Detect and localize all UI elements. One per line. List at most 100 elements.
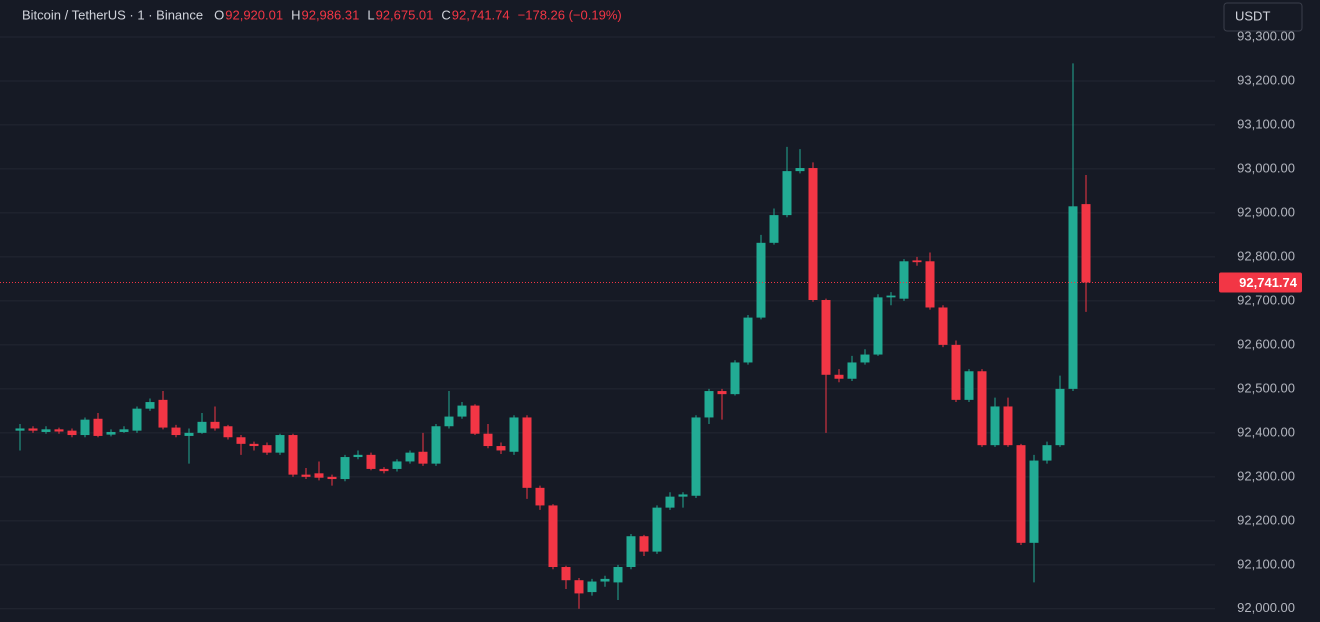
last-price-label: 92,741.74 xyxy=(1239,275,1298,290)
candles xyxy=(0,63,1218,609)
candle-body xyxy=(834,374,844,379)
candle-body xyxy=(54,429,64,432)
candle-body xyxy=(769,215,779,243)
y-tick-label: 93,100.00 xyxy=(1237,116,1295,131)
candle-body xyxy=(1029,460,1039,543)
candle-body xyxy=(470,405,480,434)
ohlc-value: 92,986.31 xyxy=(301,7,359,22)
candle-body xyxy=(418,451,428,464)
candle-body xyxy=(327,476,337,480)
candle-body xyxy=(1068,206,1078,389)
candle-body xyxy=(691,417,701,496)
candle-body xyxy=(80,419,90,436)
candle-body xyxy=(678,494,688,497)
candle-body xyxy=(626,536,636,568)
candle-body xyxy=(977,371,987,446)
candle-body xyxy=(184,432,194,436)
candle-body xyxy=(275,435,285,453)
candle-body xyxy=(1016,445,1026,543)
candle-body xyxy=(808,168,818,301)
y-tick-label: 92,100.00 xyxy=(1237,556,1295,571)
candle-body xyxy=(197,421,207,433)
y-tick-label: 93,200.00 xyxy=(1237,72,1295,87)
candle-body xyxy=(67,430,77,436)
candle-body xyxy=(1081,204,1091,283)
candle-body xyxy=(665,496,675,508)
symbol-label: Bitcoin / TetherUS · 1 · Binance xyxy=(22,7,203,22)
candle-body xyxy=(444,416,454,427)
y-tick-label: 93,000.00 xyxy=(1237,160,1295,175)
y-tick-label: 92,700.00 xyxy=(1237,292,1295,307)
candle-body xyxy=(730,362,740,395)
ohlc-value: 92,741.74 xyxy=(452,7,510,22)
candle-body xyxy=(223,426,233,438)
candle-body xyxy=(925,261,935,308)
candle-body xyxy=(782,171,792,216)
currency-label[interactable]: USDT xyxy=(1235,8,1270,23)
candle-body xyxy=(1042,445,1052,461)
candle-body xyxy=(873,297,883,355)
y-tick-label: 92,400.00 xyxy=(1237,424,1295,439)
y-tick-label: 93,300.00 xyxy=(1237,28,1295,43)
candle-body xyxy=(249,443,259,447)
candle-body xyxy=(496,446,506,451)
candle-body xyxy=(561,567,571,581)
y-tick-label: 92,900.00 xyxy=(1237,204,1295,219)
y-tick-label: 92,300.00 xyxy=(1237,468,1295,483)
candle-body xyxy=(964,371,974,400)
y-tick-label: 92,600.00 xyxy=(1237,336,1295,351)
candle-body xyxy=(106,431,116,435)
candle-body xyxy=(431,426,441,464)
candle-body xyxy=(847,362,857,379)
candle-body xyxy=(262,445,272,453)
candle-body xyxy=(951,344,961,400)
currency-button[interactable] xyxy=(1223,2,1303,32)
change-label: −178.26 (−0.19%) xyxy=(518,7,622,22)
candle-body xyxy=(613,567,623,583)
candle-body xyxy=(600,578,610,582)
candle-body xyxy=(717,391,727,395)
candle-body xyxy=(28,428,38,431)
candle-body xyxy=(522,417,532,488)
candle-body xyxy=(301,474,311,477)
ohlc-key: H xyxy=(291,7,300,22)
candle-body xyxy=(756,242,766,318)
ohlc-key: L xyxy=(367,7,374,22)
ohlc-key: C xyxy=(441,7,450,22)
candle-body xyxy=(171,427,181,436)
candle-body xyxy=(314,473,324,478)
candle-body xyxy=(288,435,298,475)
legend-header: Bitcoin / TetherUS · 1 · Binance O 92,920.… xyxy=(22,7,622,22)
candle-body xyxy=(379,468,389,472)
candle-body xyxy=(236,437,246,444)
candle-body xyxy=(509,417,519,452)
candle-body xyxy=(574,580,584,594)
candle-body xyxy=(392,461,402,469)
candle-body xyxy=(639,536,649,552)
ohlc-value: 92,920.01 xyxy=(225,7,283,22)
candle-body xyxy=(353,454,363,458)
candle-body xyxy=(548,505,558,568)
price-axis: 92,000.00 92,100.00 92,200.00 92,300.00 92,4… xyxy=(1219,28,1302,615)
y-tick-label: 92,200.00 xyxy=(1237,512,1295,527)
candle-body xyxy=(704,391,714,418)
candle-body xyxy=(119,429,129,432)
y-tick-label: 92,500.00 xyxy=(1237,380,1295,395)
candle-body xyxy=(15,428,25,431)
candle-body xyxy=(41,429,51,432)
candle-body xyxy=(405,452,415,462)
candle-body xyxy=(938,307,948,345)
candle-body xyxy=(899,261,909,299)
candle-body xyxy=(158,399,168,428)
candle-body xyxy=(587,581,597,593)
candle-body xyxy=(1003,406,1013,446)
candle-body xyxy=(457,405,467,417)
candle-body xyxy=(652,507,662,552)
candle-body xyxy=(210,421,220,429)
candle-body xyxy=(990,406,1000,446)
candle-body xyxy=(886,295,896,298)
candle-body xyxy=(145,402,155,409)
candle-body xyxy=(743,317,753,363)
